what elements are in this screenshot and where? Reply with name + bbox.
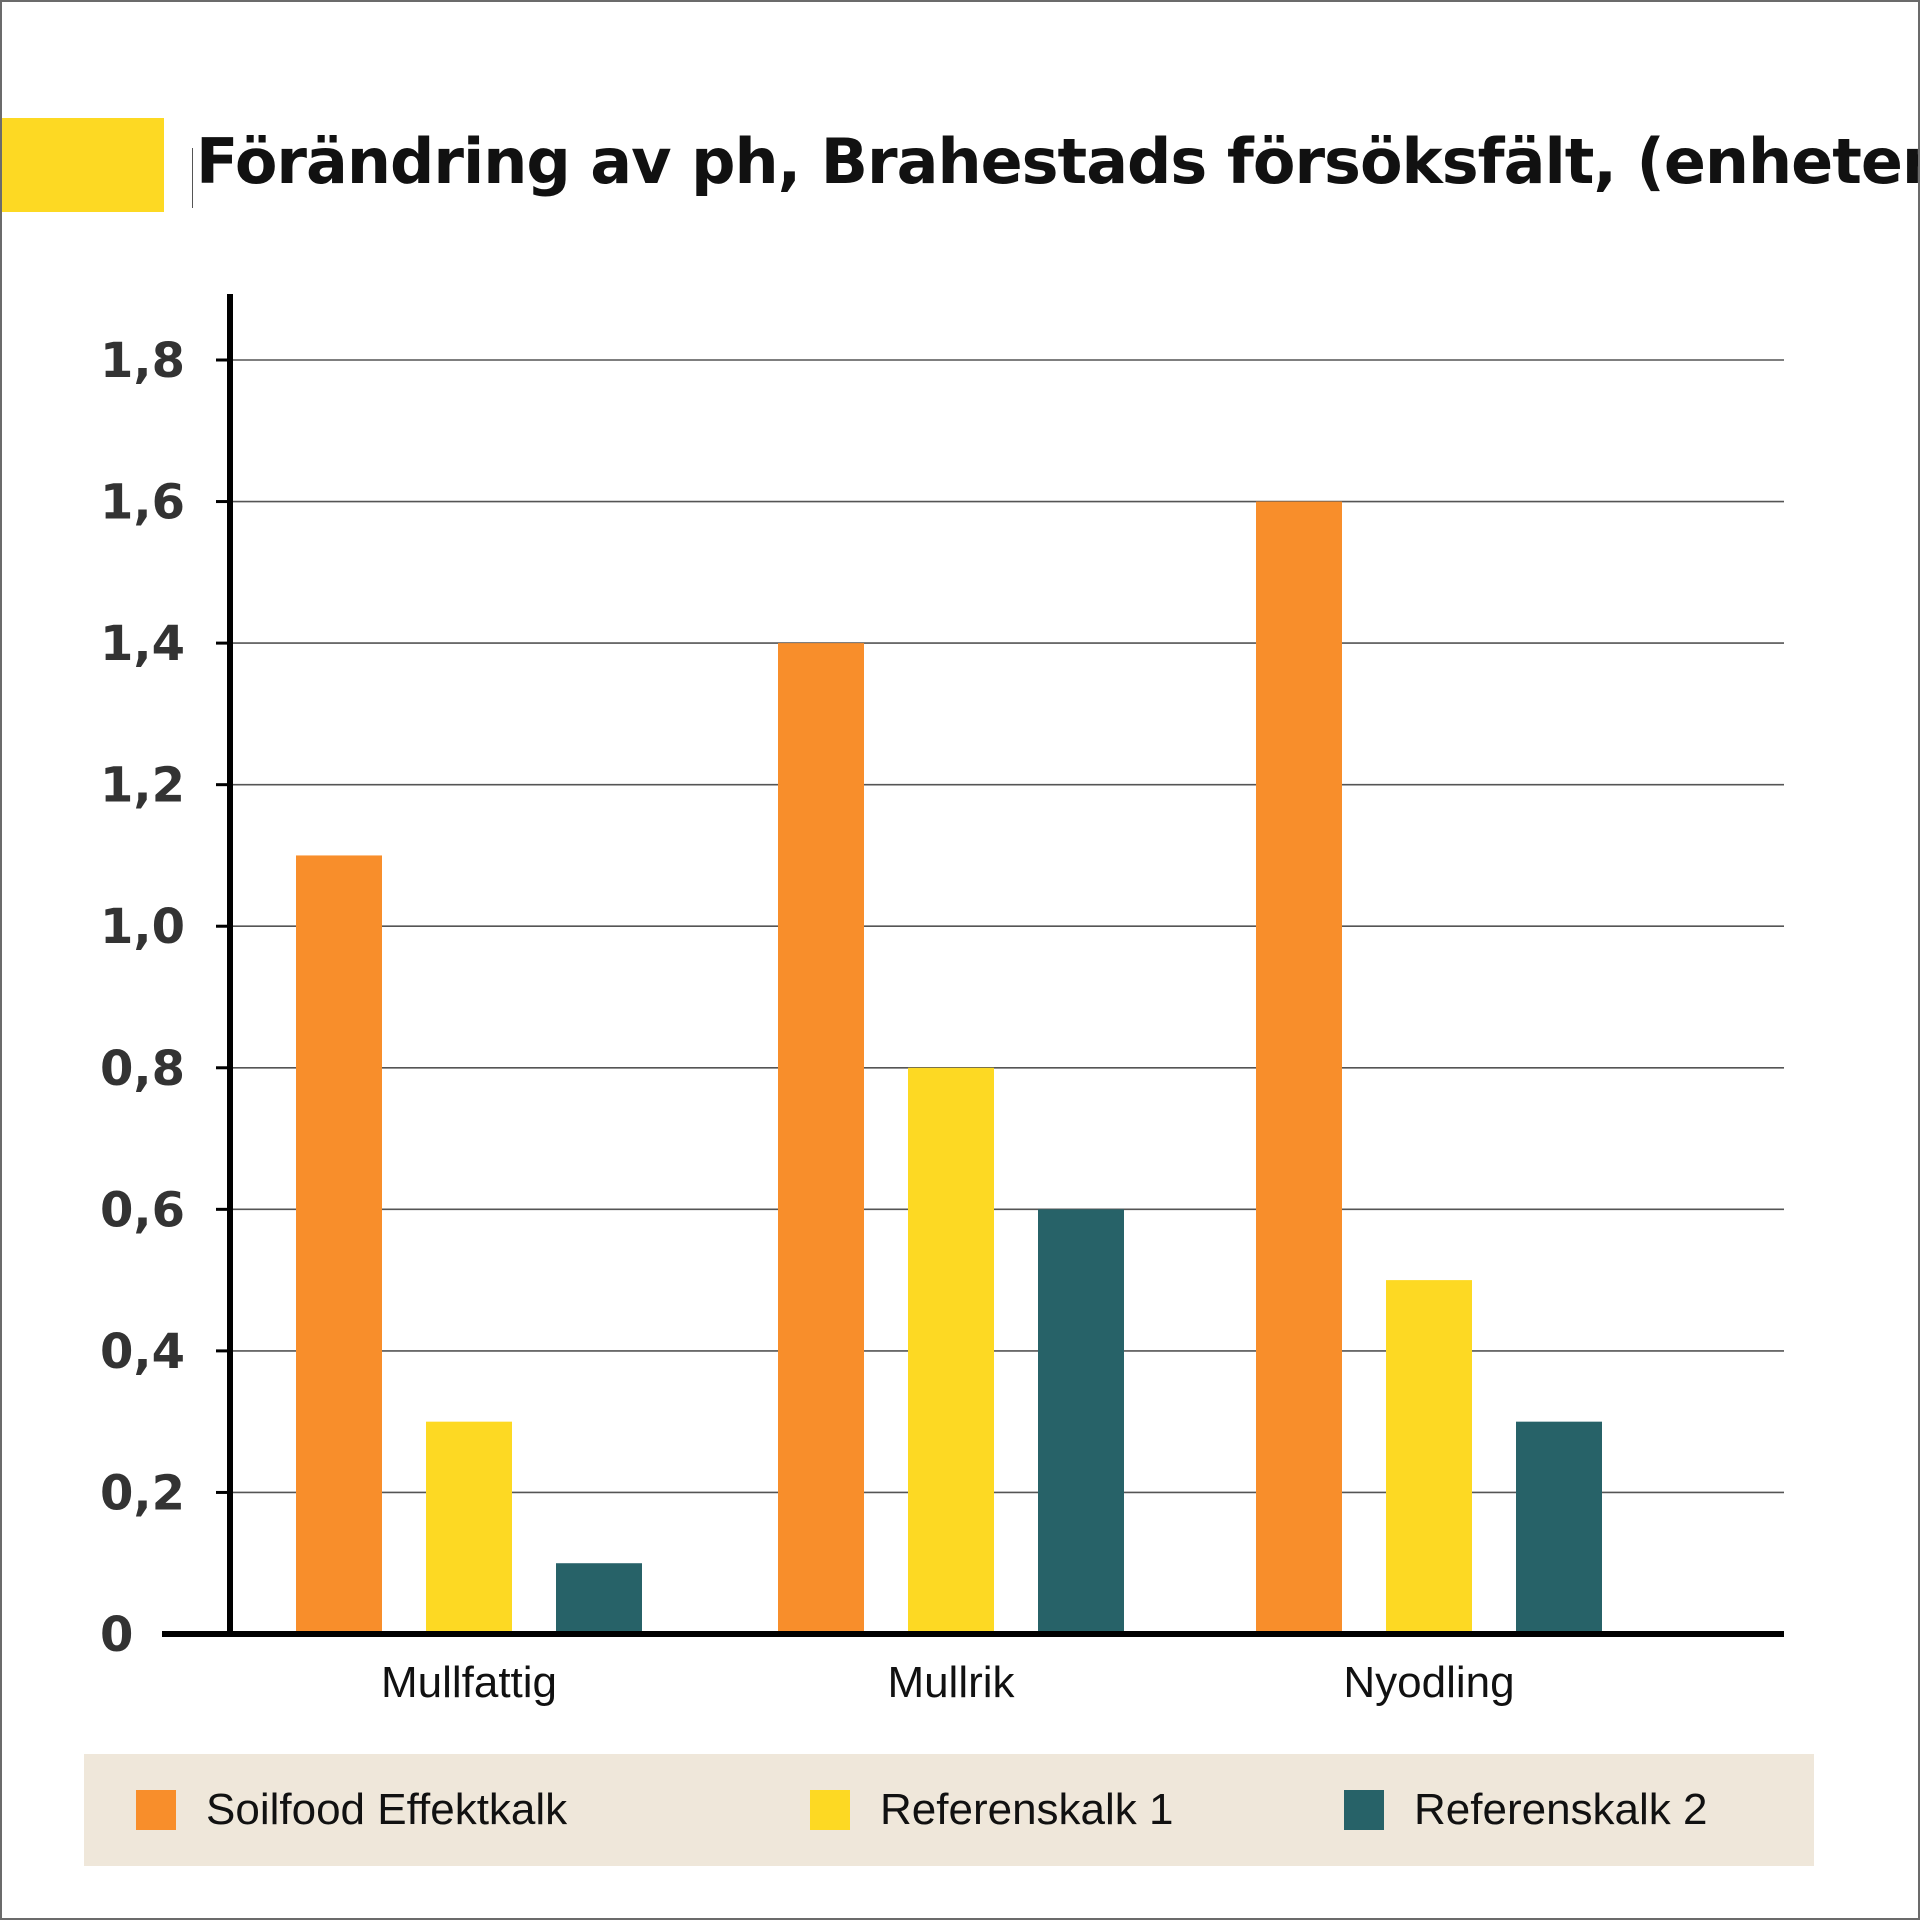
bar <box>908 1067 994 1634</box>
bar <box>778 643 864 1634</box>
chart-title: Förändring av ph, Brahestads försöksfält… <box>196 125 1920 198</box>
y-tick-label: 1,0 <box>100 899 185 955</box>
legend-label: Referenskalk 1 <box>880 1785 1174 1834</box>
legend-item: Referenskalk 2 <box>1344 1754 1707 1866</box>
y-tick-label: 0,6 <box>100 1182 185 1238</box>
title-accent-bar <box>2 118 164 212</box>
y-tick-label: 1,6 <box>100 475 185 531</box>
bar <box>1386 1280 1472 1634</box>
bar <box>1038 1209 1124 1634</box>
legend-swatch <box>810 1790 850 1830</box>
x-category-label: Mullrik <box>887 1658 1015 1707</box>
gridlines <box>216 358 1784 1494</box>
bar <box>1256 501 1342 1634</box>
x-category-label: Nyodling <box>1343 1658 1514 1707</box>
y-tick-label: 1,4 <box>100 616 185 672</box>
y-tick-label: 1,2 <box>100 758 185 814</box>
axis-labels: 0 0,2 0,4 0,6 0,8 1,0 1,2 1,4 1,6 1,8 Mullfattig Mu… <box>100 333 1515 1707</box>
y-tick-label: 0,2 <box>100 1465 185 1521</box>
bar <box>426 1421 512 1634</box>
bar <box>296 855 382 1634</box>
y-tick-label: 0,4 <box>100 1324 185 1380</box>
legend-swatch <box>1344 1790 1384 1830</box>
axes <box>162 294 1784 1637</box>
bars <box>296 501 1602 1634</box>
legend-item: Soilfood Effektkalk <box>136 1754 567 1866</box>
y-tick-label: 0 <box>100 1607 133 1663</box>
y-tick-label: 1,8 <box>100 333 185 389</box>
legend-label: Soilfood Effektkalk <box>206 1785 568 1834</box>
legend: Soilfood Effektkalk Referenskalk 1 Referen… <box>84 1754 1814 1866</box>
bar <box>1516 1421 1602 1634</box>
y-tick-label: 0,8 <box>100 1041 185 1097</box>
legend-label: Referenskalk 2 <box>1414 1785 1708 1834</box>
title-divider <box>192 148 193 208</box>
x-category-label: Mullfattig <box>381 1658 557 1707</box>
legend-swatch <box>136 1790 176 1830</box>
legend-item: Referenskalk 1 <box>810 1754 1173 1866</box>
bar <box>556 1563 642 1634</box>
